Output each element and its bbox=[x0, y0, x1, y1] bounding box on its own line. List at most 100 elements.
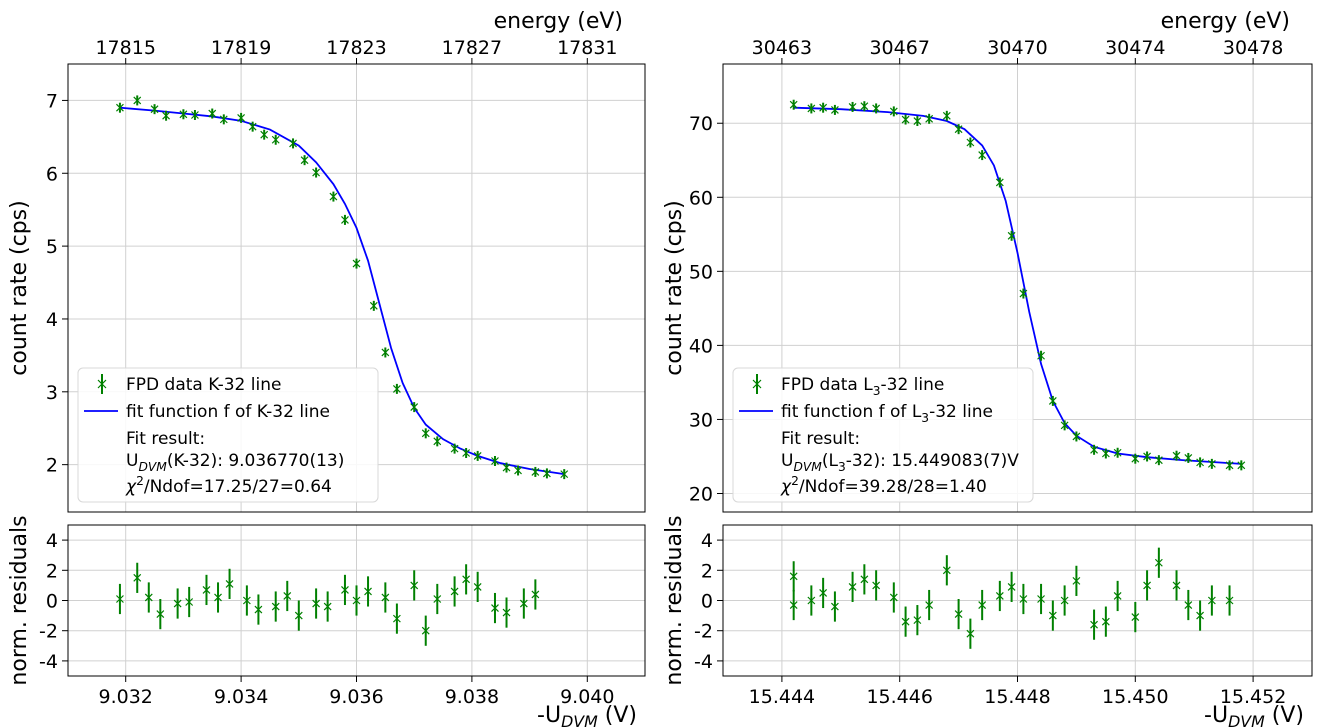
top-tick-label: 30474 bbox=[1105, 37, 1165, 59]
residual-point bbox=[1101, 606, 1110, 637]
data-marker bbox=[1172, 451, 1181, 460]
residual-point bbox=[1172, 570, 1181, 601]
data-point bbox=[1143, 451, 1152, 462]
data-marker bbox=[260, 130, 269, 139]
residual-point bbox=[491, 592, 499, 624]
data-point bbox=[925, 113, 934, 124]
residual-marker bbox=[271, 602, 280, 611]
data-marker bbox=[1019, 289, 1028, 298]
residual-marker bbox=[254, 605, 263, 614]
residual-point bbox=[889, 582, 898, 613]
data-marker bbox=[1048, 397, 1057, 405]
legend-box bbox=[77, 367, 379, 503]
residual-marker bbox=[450, 587, 459, 596]
data-point bbox=[1154, 455, 1163, 466]
residual-point bbox=[913, 605, 922, 636]
data-point bbox=[1237, 460, 1246, 471]
residual-marker bbox=[381, 593, 390, 602]
residual-point bbox=[156, 598, 165, 630]
data-marker bbox=[995, 178, 1004, 187]
residual-point bbox=[1196, 600, 1205, 631]
residual-point bbox=[1072, 565, 1081, 596]
residual-point bbox=[1184, 589, 1193, 621]
data-marker bbox=[1101, 449, 1110, 458]
residual-point bbox=[364, 576, 372, 607]
residual-y-label: norm. residuals bbox=[7, 515, 32, 685]
residual-point bbox=[860, 564, 869, 595]
data-point bbox=[830, 104, 839, 115]
y-tick-label: -2 bbox=[39, 621, 58, 643]
legend: FPD data L3​-32 line fit function f of L3… bbox=[732, 367, 1034, 503]
data-marker bbox=[450, 444, 459, 453]
data-point bbox=[421, 428, 430, 439]
data-marker bbox=[978, 151, 987, 160]
data-marker bbox=[954, 125, 963, 134]
legend-label-fit: fit function f of L3​-32 line bbox=[781, 402, 993, 425]
data-point bbox=[462, 447, 471, 458]
legend-label-data: FPD data L3​-32 line bbox=[781, 375, 944, 398]
residual-point bbox=[185, 586, 194, 618]
y-tick-label: 4 bbox=[701, 530, 713, 552]
legend-fit-chi2: χ2​/Ndof=39.28/28=1.40 bbox=[780, 474, 987, 497]
data-marker bbox=[392, 384, 401, 393]
residual-plot: 15.444 15.446 15.448 15.450 15.452 4 2 0 -2 -4 nor… bbox=[662, 515, 1313, 727]
residual-marker bbox=[202, 586, 211, 594]
residual-point bbox=[1154, 547, 1163, 578]
residual-marker bbox=[352, 596, 361, 605]
data-marker bbox=[162, 111, 171, 120]
residual-marker bbox=[789, 572, 798, 581]
residual-point bbox=[954, 598, 963, 630]
residual-point bbox=[519, 588, 528, 619]
residual-point bbox=[225, 568, 234, 599]
data-marker bbox=[289, 139, 297, 148]
data-marker bbox=[219, 115, 228, 124]
legend-fit-udvm: UDVM​(L3​-32): 15.449083(7)V bbox=[781, 451, 1019, 474]
residual-marker bbox=[433, 595, 442, 603]
data-marker bbox=[1154, 456, 1163, 465]
data-marker bbox=[329, 192, 338, 201]
residual-marker bbox=[116, 595, 124, 603]
residual-marker bbox=[913, 616, 922, 625]
residual-plot: 9.032 9.034 9.036 9.038 9.040 4 2 0 -2 -4 norm. re… bbox=[7, 515, 646, 727]
residual-marker bbox=[421, 626, 430, 635]
legend-fit-title: Fit result: bbox=[781, 429, 860, 449]
residual-marker bbox=[1113, 592, 1122, 600]
data-marker bbox=[1131, 454, 1140, 463]
y-tick-label: -4 bbox=[694, 651, 713, 673]
top-tick-label: 17823 bbox=[326, 37, 386, 59]
data-point bbox=[150, 104, 159, 115]
residual-marker bbox=[491, 604, 499, 612]
residual-point bbox=[1090, 609, 1098, 640]
residual-marker bbox=[1225, 596, 1234, 605]
data-point bbox=[410, 402, 419, 413]
x-axis-label: -UDVM​ (V) bbox=[1204, 703, 1304, 727]
residual-point bbox=[1225, 585, 1234, 616]
data-point bbox=[872, 103, 881, 114]
residual-point bbox=[116, 583, 124, 615]
data-marker bbox=[369, 301, 378, 310]
data-marker bbox=[352, 259, 361, 268]
residual-point bbox=[925, 589, 934, 621]
data-marker bbox=[381, 348, 390, 357]
data-point bbox=[1019, 288, 1028, 299]
residual-point bbox=[966, 618, 975, 649]
residual-frame bbox=[722, 524, 1313, 677]
main-plot: 20 30 40 50 60 70 30463 30467 30470 30474 30478 ene… bbox=[662, 9, 1313, 513]
data-point bbox=[1225, 460, 1234, 471]
plot-frame bbox=[722, 63, 1313, 513]
data-marker bbox=[312, 168, 321, 177]
data-point bbox=[860, 101, 869, 112]
data-marker bbox=[848, 103, 857, 111]
residual-point bbox=[352, 585, 361, 616]
data-marker bbox=[925, 114, 934, 123]
residual-marker bbox=[901, 617, 910, 626]
residual-marker bbox=[1060, 596, 1069, 605]
residual-point bbox=[433, 583, 442, 615]
data-point bbox=[162, 110, 171, 121]
data-marker bbox=[473, 451, 482, 460]
data-point bbox=[116, 102, 124, 113]
y-axis-label: count rate (cps) bbox=[7, 200, 32, 375]
residual-point bbox=[173, 588, 182, 619]
x-tick-label: 15.452 bbox=[1220, 686, 1286, 708]
data-point bbox=[352, 258, 361, 269]
